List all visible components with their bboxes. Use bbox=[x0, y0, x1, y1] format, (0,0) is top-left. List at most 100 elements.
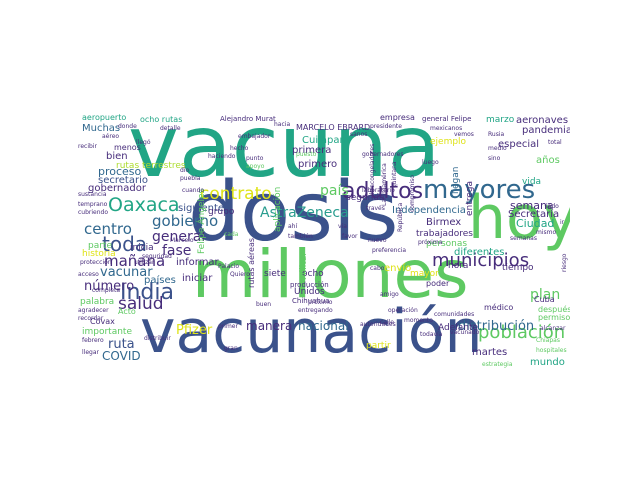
word: contrato bbox=[200, 184, 272, 204]
word: todavía bbox=[420, 331, 443, 338]
word: llegan bbox=[451, 166, 461, 194]
word: sustancia bbox=[78, 191, 107, 198]
word: pandemia bbox=[522, 125, 570, 136]
word: proceso bbox=[98, 165, 142, 178]
word: martes bbox=[472, 347, 508, 358]
word: rutas aéreas bbox=[247, 237, 256, 288]
word: Adelante bbox=[438, 323, 479, 333]
word: ir bbox=[560, 219, 565, 226]
word: bien bbox=[106, 151, 128, 162]
word: poder bbox=[426, 279, 450, 288]
word: Secretaría bbox=[508, 209, 560, 220]
word: mañana bbox=[104, 252, 166, 270]
word: informar bbox=[176, 257, 219, 268]
word: Latinoamérica bbox=[381, 163, 388, 206]
word: comunidades bbox=[434, 311, 475, 318]
word: nuevo bbox=[368, 237, 387, 244]
word: segunda bbox=[346, 193, 385, 203]
word: vemos bbox=[454, 131, 474, 138]
word: embajador bbox=[238, 133, 271, 140]
word: donde bbox=[118, 123, 137, 130]
word: Rusia bbox=[488, 131, 505, 138]
word: gran bbox=[224, 345, 238, 352]
word: palabra bbox=[80, 297, 115, 307]
word: mexicanos bbox=[430, 125, 463, 132]
word: inicia bbox=[130, 243, 154, 253]
word: llegó bbox=[136, 139, 151, 146]
word: partir bbox=[366, 341, 391, 351]
word: Pfizer bbox=[176, 323, 213, 338]
word: importante bbox=[82, 327, 133, 337]
word: recibir bbox=[78, 143, 97, 150]
word: Independencia bbox=[392, 205, 466, 216]
word: fase bbox=[162, 243, 192, 259]
word: luego bbox=[422, 159, 439, 166]
word: llegar bbox=[82, 349, 99, 356]
word: hoy bbox=[468, 183, 570, 253]
word: vacunar bbox=[100, 265, 153, 280]
word: hecho bbox=[230, 145, 249, 152]
word: mundo bbox=[530, 357, 565, 368]
word: COVID bbox=[102, 349, 141, 363]
word: compromiso bbox=[409, 175, 416, 212]
word: ultracongeladores bbox=[369, 143, 376, 198]
word: cabo bbox=[370, 265, 385, 272]
word: preferencia bbox=[372, 247, 407, 254]
word: completa bbox=[92, 287, 121, 294]
word: sanos bbox=[350, 131, 368, 138]
word: punto bbox=[246, 155, 264, 162]
word: país bbox=[320, 183, 349, 199]
word: después bbox=[538, 305, 570, 314]
word: autoridades bbox=[360, 321, 396, 328]
word: Covax bbox=[90, 317, 115, 326]
word: haciendo bbox=[208, 153, 236, 160]
word: ruta bbox=[108, 337, 135, 352]
word: alcanzar bbox=[540, 325, 566, 332]
word: gobernadores bbox=[362, 151, 404, 158]
word: recordar bbox=[78, 315, 104, 322]
word: vacunado bbox=[450, 329, 480, 336]
word: producción bbox=[290, 281, 329, 289]
word: manera bbox=[246, 319, 293, 333]
word: Marcelo bbox=[170, 237, 194, 244]
word: especial bbox=[498, 139, 540, 150]
word: través bbox=[366, 205, 385, 212]
word: empresa bbox=[380, 113, 415, 122]
word: distribuir bbox=[144, 335, 171, 342]
word: Cuilápam bbox=[302, 135, 350, 146]
word: grupo bbox=[208, 207, 235, 217]
word: ocho rutas bbox=[140, 115, 183, 124]
word: aeronaves bbox=[516, 115, 569, 126]
word: momento bbox=[404, 317, 433, 324]
word: ejemplo bbox=[430, 137, 467, 147]
word: acceso bbox=[78, 271, 99, 278]
word: dio bbox=[180, 167, 190, 174]
word: protección bbox=[80, 259, 112, 266]
word: número bbox=[84, 279, 135, 294]
word: favor bbox=[342, 233, 358, 240]
word: vida bbox=[522, 177, 542, 187]
word: Palacio bbox=[218, 263, 240, 270]
word: personas bbox=[426, 239, 468, 249]
word: tiempo bbox=[502, 263, 534, 273]
word: distribución bbox=[458, 319, 535, 334]
word: población bbox=[478, 322, 566, 343]
word: historia bbox=[82, 249, 116, 259]
word: República bbox=[397, 202, 404, 232]
word: calle bbox=[380, 319, 395, 326]
word: mayores bbox=[423, 175, 536, 205]
word: nacional bbox=[298, 319, 349, 333]
word: quintana bbox=[391, 161, 398, 188]
word: laboratorio bbox=[362, 187, 395, 194]
word: aeropuerto bbox=[82, 113, 127, 122]
word: Chiapas bbox=[536, 337, 560, 344]
word: envío bbox=[384, 263, 412, 274]
word: lado bbox=[546, 203, 559, 210]
word: primera bbox=[292, 145, 332, 156]
word: diferentes bbox=[454, 247, 505, 258]
word: adultos bbox=[342, 179, 424, 204]
word: trabajadores bbox=[416, 229, 473, 239]
word: hora bbox=[448, 261, 469, 271]
word: aplicación bbox=[273, 186, 283, 232]
word: parte bbox=[88, 241, 112, 251]
